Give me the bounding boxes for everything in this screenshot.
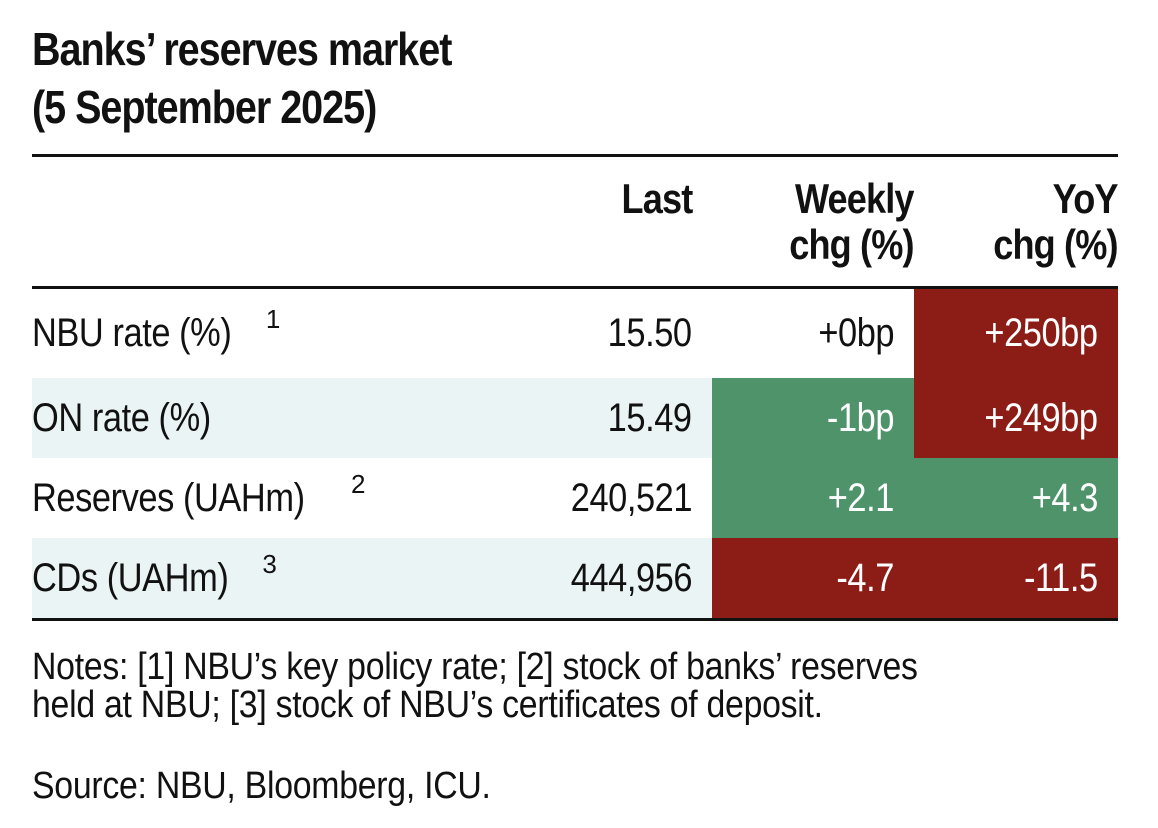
cell-last: 15.50 [502, 288, 712, 379]
row-label-text: NBU rate (%) [32, 311, 232, 355]
header-label [32, 176, 502, 289]
cell-last: 240,521 [502, 458, 712, 538]
cell-last: 15.49 [502, 378, 712, 458]
title-line-2: (5 September 2025) [32, 81, 377, 133]
data-table: Last Weekly chg (%) YoY chg (%) NBU rate (… [32, 175, 1119, 621]
top-rule [32, 154, 1118, 157]
notes-line-2: held at NBU; [3] stock of NBU’s certific… [32, 684, 823, 726]
cell-value: 240,521 [570, 475, 693, 520]
table-body: NBU rate (%) 1 15.50 +0bp +250bp ON rate (%) 1… [32, 287, 1118, 621]
notes: Notes: [1] NBU’s key policy rate; [2] st… [32, 648, 1056, 724]
footnote-marker: 2 [350, 468, 366, 499]
header-weekly-line-2: chg (%) [789, 221, 915, 268]
cell-value: +249bp [984, 395, 1099, 440]
cell-value: +2.1 [827, 475, 895, 520]
cell-yoy: +4.3 [914, 458, 1118, 538]
header-row: Last Weekly chg (%) YoY chg (%) [32, 175, 1119, 289]
row-label: ON rate (%) [32, 378, 502, 458]
source-note: Source: NBU, Bloomberg, ICU. [32, 765, 491, 807]
cell-weekly: +0bp [712, 288, 914, 379]
cell-weekly: +2.1 [712, 458, 914, 538]
footnote-marker: 1 [265, 304, 281, 334]
cell-value: -11.5 [1024, 555, 1098, 600]
footnote-marker: 3 [262, 548, 277, 579]
header-weekly: Weekly chg (%) [712, 175, 915, 289]
row-label-text: ON rate (%) [32, 395, 211, 440]
header-last: Last [502, 176, 712, 289]
row-label: CDs (UAHm) 3 [32, 538, 502, 621]
cell-value: 444,956 [570, 555, 693, 600]
row-label-text: CDs (UAHm) [32, 555, 229, 600]
table-row: CDs (UAHm) 3 444,956 -4.7 -11.5 [32, 538, 1118, 621]
cell-value: +250bp [984, 311, 1099, 355]
cell-value: 15.49 [608, 395, 692, 440]
chart-title: Banks’ reserves market (5 September 2025… [32, 20, 966, 136]
header-yoy: YoY chg (%) [914, 175, 1119, 289]
row-label: Reserves (UAHm) 2 [32, 458, 502, 538]
cell-value: 15.50 [608, 311, 692, 355]
header-weekly-line-1: Weekly [795, 175, 915, 222]
cell-weekly: -4.7 [712, 538, 914, 621]
cell-value: -1bp [826, 395, 895, 440]
notes-line-1: Notes: [1] NBU’s key policy rate; [2] st… [32, 646, 918, 688]
cell-value: +4.3 [1031, 475, 1099, 520]
title-line-1: Banks’ reserves market [32, 23, 452, 75]
table-figure: Banks’ reserves market (5 September 2025… [32, 20, 1119, 806]
cell-weekly: -1bp [712, 378, 914, 458]
cell-value: -4.7 [836, 555, 894, 600]
table-row: Reserves (UAHm) 2 240,521 +2.1 +4.3 [32, 458, 1118, 538]
row-label: NBU rate (%) 1 [32, 288, 502, 379]
cell-yoy: +250bp [914, 287, 1118, 378]
cell-yoy: +249bp [914, 378, 1118, 458]
cell-last: 444,956 [502, 538, 712, 621]
cell-yoy: -11.5 [914, 538, 1118, 621]
row-label-text: Reserves (UAHm) [32, 475, 305, 520]
header-yoy-line-2: chg (%) [993, 221, 1119, 268]
table-row: NBU rate (%) 1 15.50 +0bp +250bp [32, 287, 1118, 379]
table-row: ON rate (%) 15.49 -1bp +249bp [32, 378, 1118, 458]
header-yoy-line-1: YoY [1053, 175, 1119, 222]
cell-value: +0bp [818, 311, 894, 355]
